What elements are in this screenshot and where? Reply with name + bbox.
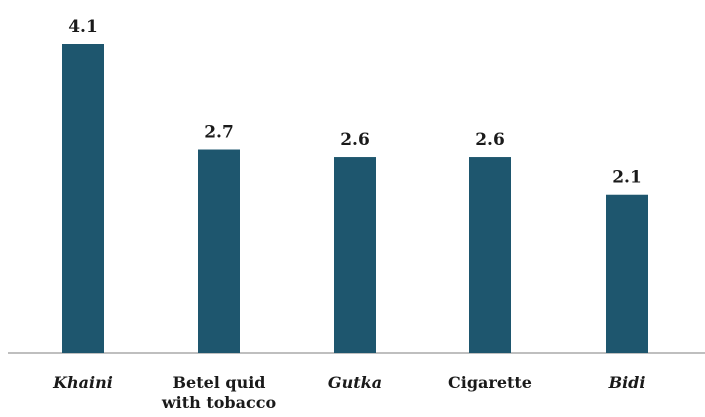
bar-4: [606, 194, 648, 353]
value-label-4: 2.1: [612, 168, 642, 188]
category-label-line: Khaini: [52, 373, 113, 392]
category-label-line: Gutka: [328, 373, 382, 392]
bar-3: [469, 157, 511, 353]
category-label-line: Bidi: [608, 373, 646, 392]
category-label-line: Cigarette: [448, 373, 532, 392]
bar-0: [62, 44, 104, 353]
category-label-1: Betel quid with tobacco: [161, 373, 277, 412]
value-label-2: 2.6: [340, 130, 370, 150]
category-label-2: Gutka: [328, 373, 382, 392]
bar-1: [198, 149, 240, 353]
value-label-1: 2.7: [204, 123, 234, 143]
category-label-3: Cigarette: [448, 373, 532, 392]
category-label-line: with tobacco: [161, 393, 277, 412]
bar-2: [334, 157, 376, 353]
category-label-0: Khaini: [52, 373, 113, 392]
bars-group: [62, 44, 648, 353]
category-label-line: Betel quid: [172, 373, 265, 392]
value-labels-group: 4.1 2.7 2.6 2.6 2.1: [68, 17, 642, 188]
category-labels-group: Khaini Betel quid with tobacco Gutka Cigaret…: [52, 373, 645, 412]
value-label-0: 4.1: [68, 17, 98, 37]
category-label-4: Bidi: [608, 373, 646, 392]
value-label-3: 2.6: [475, 130, 505, 150]
